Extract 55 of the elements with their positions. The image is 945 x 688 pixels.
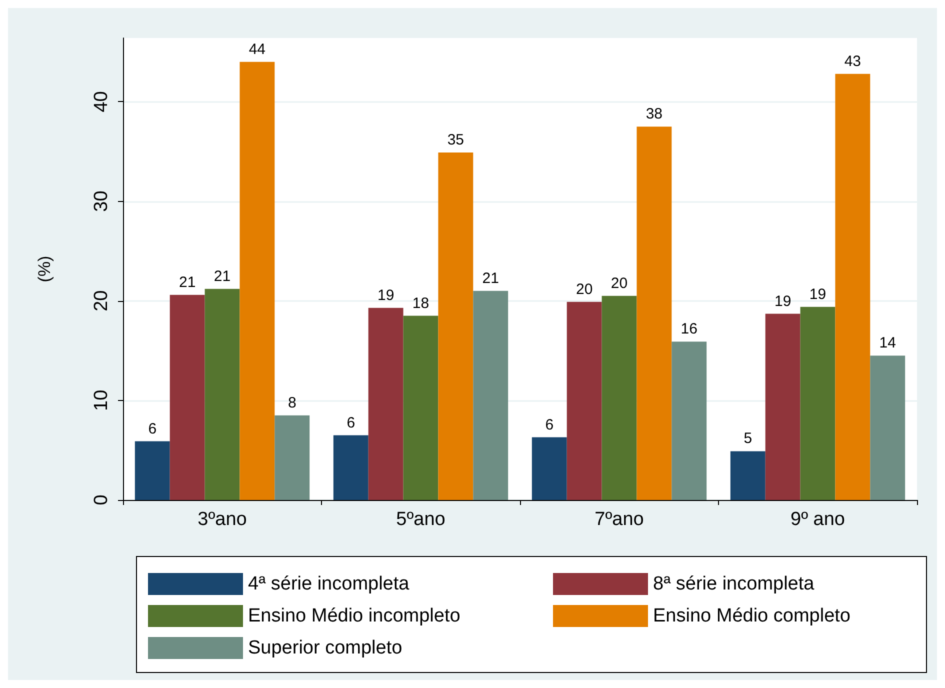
data-label: 5 bbox=[744, 430, 752, 448]
data-label: 8 bbox=[288, 394, 296, 412]
data-label: 21 bbox=[214, 268, 231, 285]
legend-label: 4ª série incompleta bbox=[248, 574, 410, 594]
data-label: 35 bbox=[447, 132, 464, 149]
x-tick-label: 3ºano bbox=[198, 509, 247, 530]
bar bbox=[368, 308, 404, 500]
bar bbox=[566, 302, 602, 500]
bar bbox=[870, 356, 906, 500]
data-label: 21 bbox=[482, 270, 499, 287]
data-label: 16 bbox=[680, 320, 698, 338]
bar bbox=[800, 306, 836, 500]
y-axis-title: (%) bbox=[35, 256, 54, 282]
bar bbox=[274, 415, 310, 500]
bar bbox=[835, 74, 870, 500]
y-tick-label: 30 bbox=[91, 190, 112, 212]
data-label: 38 bbox=[646, 106, 663, 123]
y-tick-label: 0 bbox=[91, 494, 112, 506]
x-tick-label: 7ºano bbox=[594, 509, 644, 530]
bar bbox=[403, 316, 438, 500]
bar bbox=[134, 441, 170, 500]
bar bbox=[532, 437, 567, 500]
bar bbox=[473, 290, 508, 500]
data-label: 43 bbox=[844, 52, 862, 70]
x-tick-label: 9º ano bbox=[790, 509, 845, 530]
legend-label: Ensino Médio completo bbox=[653, 606, 850, 626]
data-label: 44 bbox=[248, 40, 266, 58]
bar bbox=[672, 342, 707, 500]
legend-label: Superior completo bbox=[248, 638, 402, 658]
data-label: 20 bbox=[610, 274, 628, 292]
bar bbox=[636, 126, 672, 500]
data-label: 18 bbox=[412, 294, 430, 312]
y-tick-label: 10 bbox=[91, 390, 112, 411]
data-label: 6 bbox=[346, 414, 356, 432]
legend-label: Ensino Médio incompleto bbox=[248, 606, 460, 626]
bar bbox=[438, 152, 474, 500]
data-label: 19 bbox=[377, 286, 394, 304]
data-label: 19 bbox=[774, 292, 792, 310]
bar bbox=[602, 296, 637, 500]
bar bbox=[765, 314, 800, 500]
bar bbox=[730, 451, 766, 500]
bar bbox=[240, 62, 275, 500]
data-label: 6 bbox=[148, 420, 157, 438]
bar bbox=[333, 435, 368, 500]
bar bbox=[170, 294, 205, 500]
legend-label: 8ª série incompleta bbox=[653, 574, 815, 594]
y-tick-label: 20 bbox=[91, 290, 112, 312]
data-label: 14 bbox=[879, 334, 896, 352]
data-label: 19 bbox=[809, 286, 826, 303]
data-label: 6 bbox=[545, 416, 554, 434]
data-label: 20 bbox=[576, 280, 593, 298]
x-tick-label: 5ºano bbox=[396, 509, 446, 530]
bar bbox=[204, 288, 240, 500]
data-label: 21 bbox=[178, 274, 196, 291]
y-tick-label: 40 bbox=[91, 91, 112, 112]
